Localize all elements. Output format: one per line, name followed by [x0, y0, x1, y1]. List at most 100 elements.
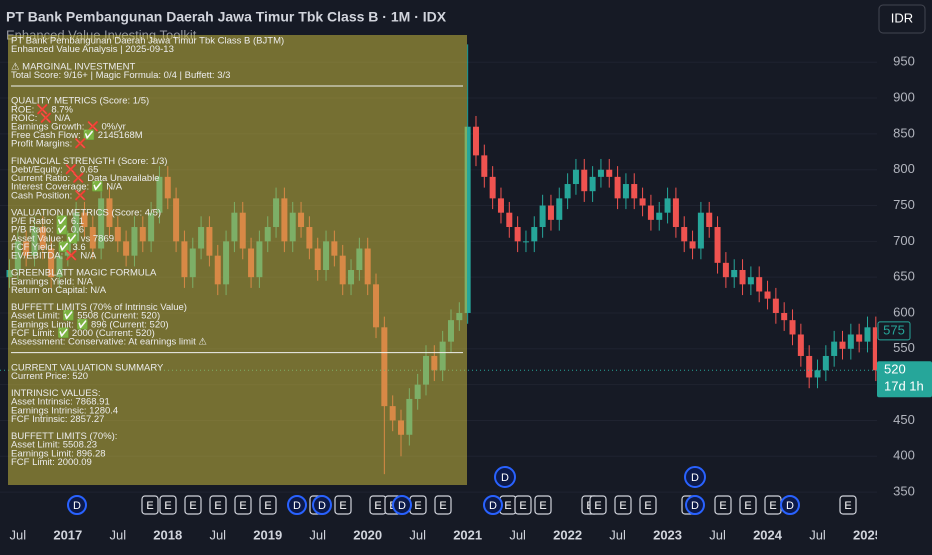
candle-body	[589, 176, 596, 192]
candle-body	[739, 270, 746, 285]
panel-line: INTRINSIC VALUES:	[11, 388, 101, 399]
event-marker: E	[764, 495, 782, 515]
event-marker: E	[434, 495, 452, 515]
x-tick-label: Jul	[709, 527, 726, 542]
event-letter: D	[73, 500, 81, 512]
event-badge	[483, 495, 503, 515]
candle-body	[722, 262, 729, 278]
candle-body	[647, 205, 654, 220]
event-marker: E	[369, 495, 387, 515]
event-marker: D	[780, 495, 800, 515]
event-marker: E	[714, 495, 732, 515]
event-marker: D	[312, 495, 332, 515]
x-tick-label: 2023	[653, 527, 682, 542]
panel-line: ROE: ❌ 8.7%	[11, 103, 74, 115]
candle-body	[764, 291, 771, 299]
y-tick-label: 550	[893, 340, 915, 355]
event-marker: E	[159, 495, 177, 515]
event-badge	[312, 495, 332, 515]
x-tick-label: 2020	[353, 527, 382, 542]
event-letter: D	[398, 500, 406, 512]
event-letter: E	[239, 500, 246, 512]
panel-line: Total Score: 9/16+ | Magic Formula: 0/4 …	[11, 70, 230, 81]
event-badge	[839, 495, 857, 515]
event-letter: D	[691, 500, 699, 512]
candle-body	[631, 184, 638, 199]
candle-body	[572, 169, 579, 185]
event-badge	[589, 495, 607, 515]
event-letter: E	[719, 500, 726, 512]
candle-body	[614, 176, 621, 199]
event-letter: D	[489, 500, 497, 512]
event-marker: E	[534, 495, 552, 515]
currency-label[interactable]: IDR	[891, 10, 913, 25]
panel-line: BUFFETT LIMITS (70% of Intrinsic Value)	[11, 302, 187, 313]
event-letter: E	[594, 500, 601, 512]
panel-line: ROIC: ❌ N/A	[11, 112, 71, 124]
panel-line: Earnings Intrinsic: 1280.4	[11, 405, 118, 416]
event-marker: D	[684, 466, 706, 488]
panel-line: QUALITY METRICS (Score: 1/5)	[11, 96, 149, 107]
x-tick-label: 2022	[553, 527, 582, 542]
candle-body	[822, 355, 829, 371]
currency-box[interactable]	[878, 4, 926, 34]
event-badge	[159, 495, 177, 515]
x-tick-label: Jul	[509, 527, 526, 542]
candle-body	[464, 126, 471, 313]
x-tick-label: Jul	[209, 527, 226, 542]
y-tick-label: 600	[893, 304, 915, 319]
candle-body	[847, 334, 854, 349]
event-marker: D	[494, 466, 516, 488]
event-letter: E	[844, 500, 851, 512]
countdown-label: 17d 1h	[884, 379, 924, 394]
panel-line: GREENBLATT MAGIC FORMULA	[11, 268, 157, 279]
event-letter: E	[214, 500, 221, 512]
event-badge	[714, 495, 732, 515]
event-letter: E	[189, 500, 196, 512]
currency-button[interactable]: IDR	[878, 4, 926, 34]
x-tick-label: Jul	[109, 527, 126, 542]
panel-line: FCF Limit: 2000.09	[11, 457, 92, 468]
panel-line: Earnings Growth: ❌ 0%/yr	[11, 121, 126, 133]
candle-body	[681, 227, 688, 242]
event-badge	[684, 466, 706, 488]
panel-line: P/E Ratio: ✅ 6.1	[11, 215, 84, 227]
event-letter: D	[293, 500, 301, 512]
candle-body	[731, 270, 738, 278]
event-marker: E	[639, 495, 657, 515]
candle-body	[639, 198, 646, 206]
event-letter: E	[519, 500, 526, 512]
event-badge	[614, 495, 632, 515]
y-tick-label: 850	[893, 125, 915, 140]
x-tick-label: Jul	[309, 527, 326, 542]
event-letter: E	[539, 500, 546, 512]
event-marker: E	[514, 495, 532, 515]
panel-line: EV/EBITDA: ❌ N/A	[11, 250, 97, 262]
panel-line: Asset Intrinsic: 7868.91	[11, 397, 110, 408]
event-letter: D	[786, 500, 794, 512]
event-marker: E	[184, 495, 202, 515]
panel-line: Profit Margins: ❌	[11, 138, 87, 150]
y-tick-label: 400	[893, 448, 915, 463]
analysis-panel	[8, 35, 467, 485]
event-marker: D	[685, 495, 705, 515]
candle-body	[689, 241, 696, 249]
x-tick-label: 2018	[153, 527, 182, 542]
y-tick-label: 750	[893, 197, 915, 212]
panel-line: Current Ratio: ❌ Data Unavailable	[11, 172, 160, 184]
candle-body	[539, 205, 546, 228]
y-tick-label: 950	[893, 54, 915, 69]
panel-line: Cash Position: ❌	[11, 189, 87, 201]
event-badge	[685, 495, 705, 515]
panel-line: Asset Limit: ✅ 5508 (Current: 520)	[11, 310, 160, 322]
panel-line: Debt/Equity: ❌ 0.65	[11, 164, 98, 176]
event-letter: E	[374, 500, 381, 512]
candle-body	[556, 198, 563, 220]
event-badge	[67, 495, 87, 515]
event-badge	[259, 495, 277, 515]
candle-body	[656, 212, 663, 220]
event-marker: E	[589, 495, 607, 515]
panel-line: FINANCIAL STRENGTH (Score: 1/3)	[11, 156, 167, 167]
